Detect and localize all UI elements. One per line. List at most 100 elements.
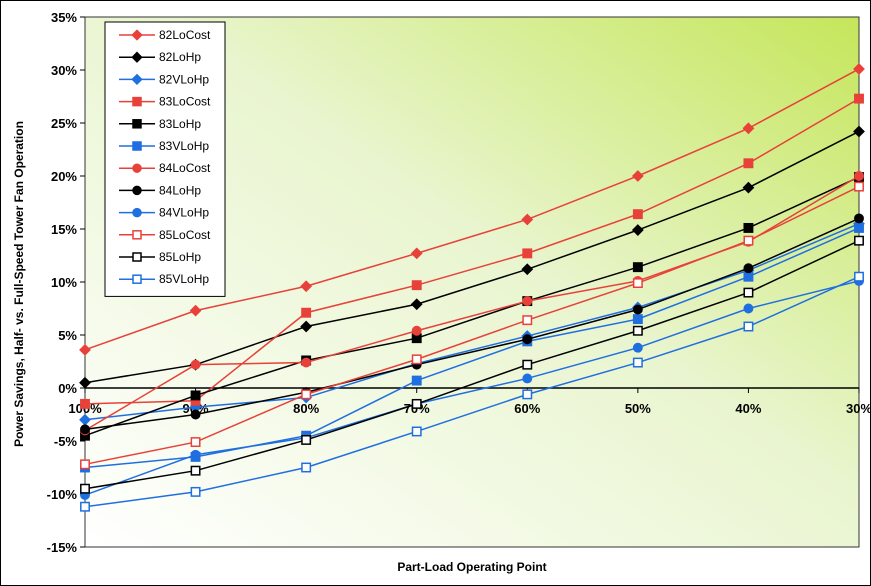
- data-point-85lohp: [632, 325, 643, 336]
- data-point-85vlohp: [522, 389, 533, 400]
- data-point-84lohp: [854, 213, 864, 224]
- legend-label: 83LoCost: [159, 95, 211, 109]
- legend-swatch-marker: [132, 274, 142, 284]
- data-point-82locost: [410, 247, 423, 260]
- legend-swatch-marker: [132, 185, 142, 196]
- data-point-84locost: [190, 359, 201, 370]
- data-point-84vlohp: [743, 303, 754, 314]
- legend-item-82lohp: 82LoHp: [119, 50, 201, 64]
- x-tick-label: 80%: [293, 401, 319, 416]
- y-tick-label: 20%: [51, 169, 77, 184]
- data-point-85vlohp: [632, 357, 643, 368]
- legend-swatch-marker: [132, 119, 142, 129]
- legend-label: 85VLoHp: [159, 272, 209, 286]
- data-point-85lohp: [190, 465, 201, 476]
- legend-item-85locost: 85LoCost: [119, 228, 211, 242]
- data-point-84locost: [301, 357, 312, 368]
- data-point-85vlohp: [301, 462, 312, 473]
- series-line-85lohp: [84, 239, 860, 490]
- data-point-82lohp: [410, 298, 423, 311]
- legend-box: [104, 21, 226, 297]
- legend-item-82locost: 82LoCost: [119, 28, 211, 42]
- series-line-83vlohp: [84, 227, 860, 469]
- legend-item-84locost: 84LoCost: [119, 161, 211, 175]
- data-point-83vlohp: [411, 375, 422, 386]
- x-tick-label: 50%: [625, 401, 651, 416]
- data-point-82locost: [189, 304, 202, 317]
- data-point-85lohp: [411, 398, 422, 409]
- y-tick-label: 15%: [51, 222, 77, 237]
- data-point-83locost: [522, 248, 533, 259]
- data-point-85locost: [522, 315, 533, 326]
- data-point-83lohp: [190, 390, 201, 401]
- data-point-83locost: [301, 307, 312, 318]
- legend-swatch-marker: [132, 96, 142, 107]
- legend-swatch-marker: [132, 141, 142, 151]
- legend-item-83vlohp: 83VLoHp: [119, 139, 209, 153]
- legend-swatch-marker: [132, 252, 142, 262]
- y-tick-label: 10%: [51, 275, 77, 290]
- series-82locost: [79, 63, 865, 356]
- data-point-85vlohp: [190, 486, 201, 497]
- data-point-82locost: [300, 280, 313, 293]
- data-point-85locost: [80, 459, 90, 470]
- data-point-82lohp: [300, 320, 313, 333]
- data-point-82locost: [521, 213, 534, 226]
- y-tick-label: -5%: [54, 434, 78, 449]
- data-point-84lohp: [632, 304, 643, 315]
- data-point-84lohp: [522, 334, 533, 345]
- data-point-85locost: [854, 181, 864, 192]
- legend-label: 83LoHp: [159, 117, 201, 131]
- legend-label: 84LoHp: [159, 183, 201, 197]
- data-point-85lohp: [854, 235, 864, 246]
- data-point-83vlohp: [854, 222, 864, 233]
- data-point-84lohp: [743, 263, 754, 274]
- series-83locost: [80, 93, 864, 409]
- legend-label: 84LoCost: [159, 161, 211, 175]
- y-tick-label: 0%: [58, 381, 77, 396]
- data-point-82locost: [742, 122, 755, 135]
- legend-label: 82VLoHp: [159, 72, 209, 86]
- data-point-85locost: [743, 235, 754, 246]
- data-point-85lohp: [522, 359, 533, 370]
- data-point-85lohp: [743, 287, 754, 298]
- y-tick-label: 35%: [51, 10, 77, 25]
- series-85lohp: [80, 235, 864, 494]
- legend-swatch-marker: [131, 29, 143, 41]
- y-tick-label: 30%: [51, 63, 77, 78]
- data-point-84vlohp: [522, 373, 533, 384]
- data-point-83locost: [80, 398, 90, 409]
- legend-swatch-marker: [131, 51, 143, 63]
- legend-item-85vlohp: 85VLoHp: [119, 272, 209, 286]
- data-point-83locost: [854, 93, 864, 104]
- series-line-85locost: [84, 185, 860, 466]
- legend-swatch-marker: [132, 163, 142, 173]
- y-axis: -15% -10% -5% 0% 5% 10% 15% 20% 25% 30% 35%: [47, 10, 85, 555]
- y-axis-title: Power Savings, Half- vs. Full-Speed Towe…: [12, 121, 26, 447]
- data-point-85vlohp: [743, 321, 754, 332]
- y-tick-label: -10%: [47, 487, 78, 502]
- data-point-83locost: [743, 158, 754, 169]
- data-point-84vlohp: [190, 449, 201, 460]
- data-point-83vlohp: [743, 271, 754, 282]
- data-point-84locost: [854, 171, 864, 181]
- series-line-83lohp: [84, 176, 860, 437]
- data-point-85locost: [632, 278, 643, 289]
- x-tick-label: 30%: [846, 401, 870, 416]
- series-line-84vlohp: [84, 280, 860, 496]
- y-tick-label: -15%: [47, 540, 78, 555]
- data-point-85vlohp: [411, 426, 422, 437]
- data-point-85locost: [301, 389, 312, 400]
- data-point-83locost: [632, 209, 643, 220]
- data-point-83lohp: [632, 262, 643, 273]
- legend-item-84lohp: 84LoHp: [119, 183, 201, 197]
- legend-item-83locost: 83LoCost: [119, 95, 211, 109]
- legend-label: 84VLoHp: [159, 206, 209, 220]
- series-line-85vlohp: [84, 276, 860, 508]
- legend-label: 83VLoHp: [159, 139, 209, 153]
- series-line-82locost: [84, 68, 860, 351]
- legend-swatch-marker: [131, 73, 143, 86]
- data-point-85vlohp: [80, 501, 90, 512]
